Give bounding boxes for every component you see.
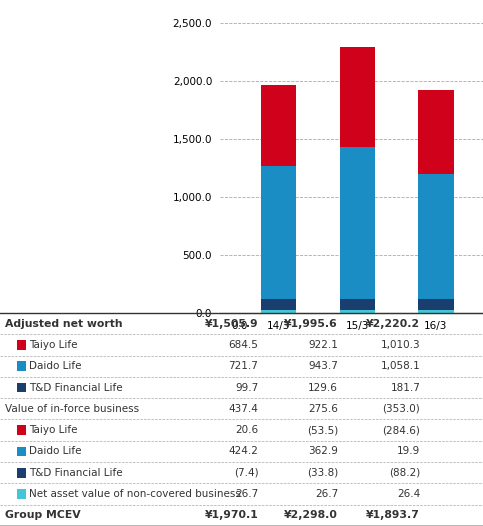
- Bar: [418, 90, 454, 174]
- Text: 129.6: 129.6: [308, 382, 338, 392]
- Bar: [340, 310, 375, 313]
- Text: 684.5: 684.5: [228, 340, 258, 350]
- Text: (53.5): (53.5): [307, 425, 338, 435]
- Text: 424.2: 424.2: [228, 447, 258, 457]
- Bar: [261, 166, 297, 299]
- Text: (7.4): (7.4): [234, 468, 258, 478]
- Bar: [340, 147, 375, 299]
- Text: Net asset value of non-covered business: Net asset value of non-covered business: [29, 489, 242, 499]
- Text: 26.7: 26.7: [235, 489, 258, 499]
- Text: 26.4: 26.4: [397, 489, 420, 499]
- Text: (284.6): (284.6): [383, 425, 420, 435]
- Text: ¥1,995.6: ¥1,995.6: [284, 319, 338, 329]
- Text: (33.8): (33.8): [307, 468, 338, 478]
- Text: Value of in-force business: Value of in-force business: [5, 404, 139, 414]
- Bar: [261, 85, 297, 166]
- Text: Daido Life: Daido Life: [29, 447, 82, 457]
- Text: 275.6: 275.6: [308, 404, 338, 414]
- Bar: [261, 299, 297, 310]
- Text: 181.7: 181.7: [390, 382, 420, 392]
- Text: 26.7: 26.7: [315, 489, 338, 499]
- Text: T&D Financial Life: T&D Financial Life: [29, 468, 123, 478]
- Text: 437.4: 437.4: [228, 404, 258, 414]
- Text: 19.9: 19.9: [397, 447, 420, 457]
- Text: ¥2,298.0: ¥2,298.0: [284, 510, 338, 520]
- Bar: [340, 47, 375, 147]
- Text: ¥1,505.9: ¥1,505.9: [205, 319, 258, 329]
- Text: ¥1,970.1: ¥1,970.1: [205, 510, 258, 520]
- Text: Daido Life: Daido Life: [29, 361, 82, 371]
- Text: Taiyo Life: Taiyo Life: [29, 425, 78, 435]
- Text: Adjusted net worth: Adjusted net worth: [5, 319, 123, 329]
- Text: T&D Financial Life: T&D Financial Life: [29, 382, 123, 392]
- Text: 362.9: 362.9: [308, 447, 338, 457]
- Text: ¥1,893.7: ¥1,893.7: [366, 510, 420, 520]
- Text: 922.1: 922.1: [308, 340, 338, 350]
- Text: 1,010.3: 1,010.3: [381, 340, 420, 350]
- Text: 1,058.1: 1,058.1: [381, 361, 420, 371]
- Text: 20.6: 20.6: [235, 425, 258, 435]
- Bar: [418, 174, 454, 299]
- Text: 721.7: 721.7: [228, 361, 258, 371]
- Text: 99.7: 99.7: [235, 382, 258, 392]
- Text: Taiyo Life: Taiyo Life: [29, 340, 78, 350]
- Text: 943.7: 943.7: [308, 361, 338, 371]
- Text: Group MCEV: Group MCEV: [5, 510, 81, 520]
- Text: (88.2): (88.2): [389, 468, 420, 478]
- Bar: [418, 310, 454, 313]
- Bar: [418, 299, 454, 310]
- Bar: [340, 299, 375, 310]
- Text: (353.0): (353.0): [383, 404, 420, 414]
- Text: ¥2,220.2: ¥2,220.2: [366, 319, 420, 329]
- Bar: [261, 310, 297, 313]
